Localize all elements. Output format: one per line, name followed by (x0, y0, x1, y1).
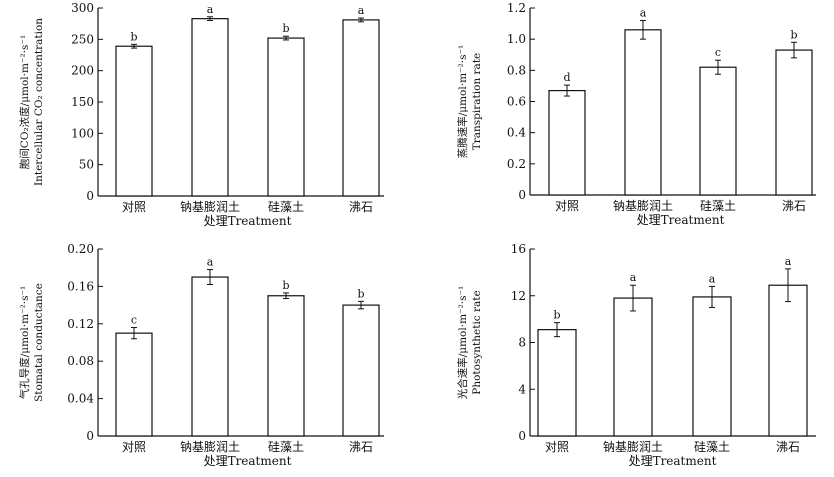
x-category-label: 沸石 (776, 440, 800, 454)
x-category-label: 沸石 (349, 200, 373, 214)
significance-letter: b (282, 279, 289, 292)
bar-4 (342, 19, 380, 197)
x-category-label: 对照 (122, 440, 146, 454)
y-tick-label: 1.0 (507, 32, 526, 46)
significance-letter: b (282, 22, 289, 35)
significance-letter: b (553, 309, 560, 322)
y-tick-label: 1.2 (507, 1, 526, 15)
x-category-label: 硅藻土 (268, 440, 304, 454)
significance-letter: a (785, 255, 792, 268)
y-tick-label: 300 (71, 1, 94, 15)
bar-4 (775, 49, 813, 196)
y-axis-title: 光合速率/μmol·m⁻²·s⁻¹ (456, 286, 469, 400)
bar-4 (342, 304, 380, 437)
bar-1 (548, 89, 586, 196)
x-category-label: 硅藻土 (694, 440, 730, 454)
significance-letter: b (790, 28, 797, 41)
x-category-label: 沸石 (782, 199, 806, 213)
x-category-label: 对照 (545, 440, 569, 454)
significance-letter: d (563, 71, 570, 84)
y-tick-label: 8 (518, 336, 526, 350)
y-tick-label: 4 (518, 382, 526, 396)
chart-transpiration-rate: 0 0.2 0.4 0.6 0.8 1.0 1.2 d 对照 a 钠基膨润土 c 硅藻土 b 沸石处理Tre… (456, 1, 816, 227)
y-tick-label: 0.6 (507, 95, 526, 109)
significance-letter: a (358, 4, 365, 17)
chart-intercellular-co2: 0 50 100 150 200 250 300 b 对照 a 钠基膨润土 b 硅藻土 a 沸石处理Trea… (18, 1, 384, 228)
y-axis-title-english: Photosynthetic rate (471, 290, 483, 394)
y-axis-title: 胞间CO₂浓度/μmol·m⁻²·s⁻¹ (18, 35, 31, 169)
y-axis-title: 蒸腾速率/μmol·m⁻²·s⁻¹ (456, 45, 469, 159)
bar-3 (692, 296, 732, 437)
y-tick-label: 0 (86, 429, 94, 443)
x-category-label: 硅藻土 (700, 199, 736, 213)
significance-letter: a (207, 3, 214, 16)
y-axis-title: 气孔导度/μmol·m⁻²·s⁻¹ (18, 286, 31, 400)
y-axis-title-english: Stomatal conductance (33, 283, 45, 402)
bar-2 (191, 276, 229, 437)
x-axis-title: 处理Treatment (629, 454, 717, 468)
y-tick-label: 0.08 (67, 354, 94, 368)
bar-2 (624, 29, 662, 196)
y-tick-label: 50 (79, 158, 94, 172)
y-tick-label: 0.16 (67, 279, 94, 293)
bar-3 (267, 295, 305, 437)
significance-letter: a (207, 256, 214, 269)
y-tick-label: 0.8 (507, 63, 526, 77)
x-category-label: 钠基膨润土 (613, 198, 673, 213)
bar-4 (768, 284, 808, 437)
bar-1 (115, 45, 153, 197)
x-axis-title: 处理Treatment (204, 454, 292, 468)
bar-3 (267, 37, 305, 197)
x-category-label: 沸石 (349, 440, 373, 454)
chart-stomatal-conductance: 0 0.04 0.08 0.12 0.16 0.20 c 对照 a 钠基膨润土 b 硅藻土 b 沸石处理T… (18, 242, 384, 468)
y-tick-label: 0.4 (507, 126, 526, 140)
y-tick-label: 200 (71, 64, 94, 78)
y-tick-label: 0 (86, 189, 94, 203)
y-tick-label: 250 (71, 32, 94, 46)
y-axis-title-english: Intercellular CO₂ concentration (33, 18, 45, 186)
y-tick-label: 16 (511, 242, 526, 256)
y-tick-label: 0 (518, 188, 526, 202)
x-category-label: 钠基膨润土 (603, 439, 663, 454)
x-axis-title: 处理Treatment (637, 213, 725, 227)
y-axis-title-english: Transpiration rate (471, 53, 483, 151)
bar-1 (537, 329, 577, 437)
x-category-label: 硅藻土 (268, 200, 304, 214)
y-tick-label: 0 (518, 429, 526, 443)
y-tick-label: 150 (71, 95, 94, 109)
significance-letter: c (131, 314, 137, 327)
bar-2 (191, 18, 229, 197)
y-tick-label: 0.12 (67, 317, 94, 331)
bar-1 (115, 332, 153, 437)
x-category-label: 对照 (122, 200, 146, 214)
y-tick-label: 0.2 (507, 157, 526, 171)
significance-letter: a (630, 271, 637, 284)
significance-letter: b (357, 287, 364, 300)
significance-letter: a (709, 272, 716, 285)
bar-2 (613, 297, 653, 437)
y-tick-label: 0.20 (67, 242, 94, 256)
y-tick-label: 0.04 (67, 392, 94, 406)
significance-letter: b (130, 30, 137, 43)
y-tick-label: 12 (511, 289, 526, 303)
y-tick-label: 100 (71, 126, 94, 140)
significance-letter: c (715, 46, 721, 59)
x-category-label: 钠基膨润土 (180, 439, 240, 454)
x-category-label: 钠基膨润土 (180, 199, 240, 214)
significance-letter: a (640, 6, 647, 19)
x-axis-title: 处理Treatment (204, 214, 292, 228)
bar-3 (699, 66, 737, 196)
x-category-label: 对照 (555, 199, 579, 213)
